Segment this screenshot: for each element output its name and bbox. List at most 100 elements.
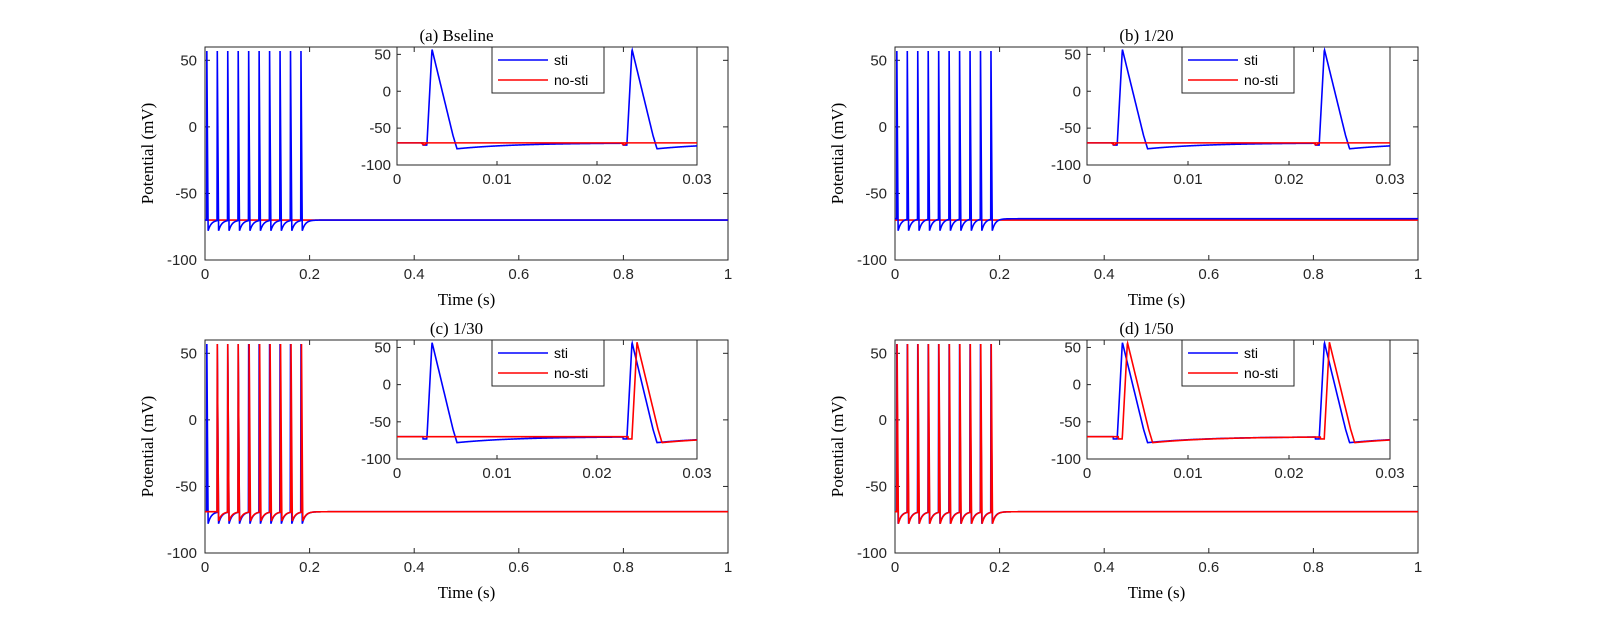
inset-x-tick-label: 0: [1083, 465, 1091, 482]
chart-title: (b) 1/20: [1119, 26, 1173, 45]
series-group: [205, 343, 728, 524]
x-tick-label: 0.2: [299, 559, 320, 576]
inset-series-line-no-sti: [397, 342, 697, 444]
legend-label-no-sti: no-sti: [1244, 72, 1278, 88]
x-axis-label: Time (s): [438, 290, 495, 309]
legend-box: [1181, 339, 1295, 387]
series-line-no-sti: [895, 343, 1418, 524]
inset-x-tick-label: 0.01: [482, 171, 511, 188]
legend-box: [491, 339, 605, 387]
x-tick-label: 0.2: [989, 266, 1010, 283]
axes-box: [204, 46, 729, 261]
x-tick-label: 1: [1414, 266, 1422, 283]
inset-4: 0 0.01 0.02 0.03 50 0 -50 -100 sti no-sti: [1051, 339, 1405, 482]
y-tick-label: -50: [175, 185, 197, 202]
inset-series-line-no-sti: [1087, 340, 1390, 444]
legend: sti no-sti: [491, 46, 605, 94]
inset-y-tick-label: 0: [1073, 377, 1081, 394]
series-line-sti: [895, 343, 1418, 524]
inset-y-tick-label: 50: [374, 339, 391, 356]
y-tick-label: -100: [167, 545, 197, 562]
x-tick-label: 1: [724, 266, 732, 283]
axes-box: [204, 339, 729, 554]
inset-y-tick-label: -50: [369, 414, 391, 431]
series-line-sti: [205, 343, 728, 524]
y-tick-label: 50: [180, 345, 197, 362]
x-tick-label: 0.8: [613, 559, 634, 576]
x-tick-label: 0: [201, 266, 209, 283]
chart-title: (d) 1/50: [1119, 319, 1173, 338]
inset-stim-dip: [620, 142, 628, 146]
x-tick-label: 0.8: [613, 266, 634, 283]
inset-y-tick-label: -100: [361, 451, 391, 468]
inset-x-tick-label: 0.01: [1173, 465, 1202, 482]
y-axis-label: Potential (mV): [138, 396, 157, 498]
x-tick-label: 0.6: [1198, 559, 1219, 576]
y-tick-label: 0: [189, 412, 197, 429]
inset-x-tick-label: 0.03: [1375, 171, 1404, 188]
inset-series-line-sti: [397, 340, 697, 444]
legend-label-sti: sti: [1244, 52, 1258, 68]
inset-y-tick-label: -50: [369, 120, 391, 137]
inset-stim-dip: [1110, 142, 1118, 146]
legend-label-no-sti: no-sti: [1244, 365, 1278, 381]
y-axis-label: Potential (mV): [828, 103, 847, 205]
y-tick-label: 0: [189, 119, 197, 136]
x-tick-label: 0.4: [1094, 559, 1115, 576]
x-tick-label: 0.2: [989, 559, 1010, 576]
inset-x-tick-label: 0.03: [1375, 465, 1404, 482]
chart-title: (c) 1/30: [430, 319, 483, 338]
inset-series-line-sti: [1087, 47, 1390, 150]
series-group: [205, 50, 728, 231]
x-tick-label: 0: [201, 559, 209, 576]
chart-title: (a) Bseline: [419, 26, 493, 45]
x-tick-label: 1: [1414, 559, 1422, 576]
series-line-no-sti: [205, 343, 728, 522]
legend-label-no-sti: no-sti: [554, 365, 588, 381]
legend-label-sti: sti: [554, 345, 568, 361]
series-group: [895, 50, 1418, 231]
x-tick-label: 0.4: [404, 559, 425, 576]
y-tick-label: -100: [857, 545, 887, 562]
x-tick-label: 0.2: [299, 266, 320, 283]
inset-x-tick-label: 0.01: [1173, 171, 1202, 188]
legend-label-sti: sti: [554, 52, 568, 68]
x-tick-label: 0.8: [1303, 559, 1324, 576]
inset-y-tick-label: 0: [383, 377, 391, 394]
inset-x-tick-label: 0.02: [582, 171, 611, 188]
inset-series-group: [397, 340, 697, 444]
x-tick-label: 0.6: [508, 559, 529, 576]
y-tick-label: 50: [180, 52, 197, 69]
legend: sti no-sti: [1181, 46, 1295, 94]
x-tick-label: 0: [891, 266, 899, 283]
y-tick-label: 50: [870, 345, 887, 362]
inset-x-tick-label: 0.01: [482, 465, 511, 482]
y-tick-label: -50: [865, 478, 887, 495]
inset-series-line-sti: [397, 47, 697, 150]
x-tick-label: 0.6: [508, 266, 529, 283]
inset-x-tick-label: 0: [393, 465, 401, 482]
y-tick-label: -50: [865, 185, 887, 202]
series-line-sti: [205, 50, 728, 231]
inset-y-tick-label: -100: [1051, 157, 1081, 174]
legend-box: [491, 46, 605, 94]
inset-x-tick-label: 0.03: [682, 465, 711, 482]
inset-y-tick-label: 50: [1064, 339, 1081, 356]
inset-stim-dip: [420, 142, 428, 146]
inset-y-tick-label: -100: [1051, 451, 1081, 468]
panel-1: 0 0.2 0.4 0.6 0.8 1 50 0 -50 -100 (a) Bseline Time …: [138, 26, 732, 309]
inset-series-group: [1087, 340, 1390, 444]
x-tick-label: 0.4: [1094, 266, 1115, 283]
x-axis-label: Time (s): [1128, 290, 1185, 309]
inset-series-group: [397, 47, 697, 150]
legend-label-no-sti: no-sti: [554, 72, 588, 88]
y-tick-label: -100: [857, 252, 887, 269]
inset-x-tick-label: 0.02: [1274, 171, 1303, 188]
axes-box: [894, 46, 1419, 261]
y-tick-label: -100: [167, 252, 197, 269]
inset-x-tick-label: 0: [393, 171, 401, 188]
legend-label-sti: sti: [1244, 345, 1258, 361]
x-tick-label: 0.4: [404, 266, 425, 283]
x-tick-label: 0: [891, 559, 899, 576]
